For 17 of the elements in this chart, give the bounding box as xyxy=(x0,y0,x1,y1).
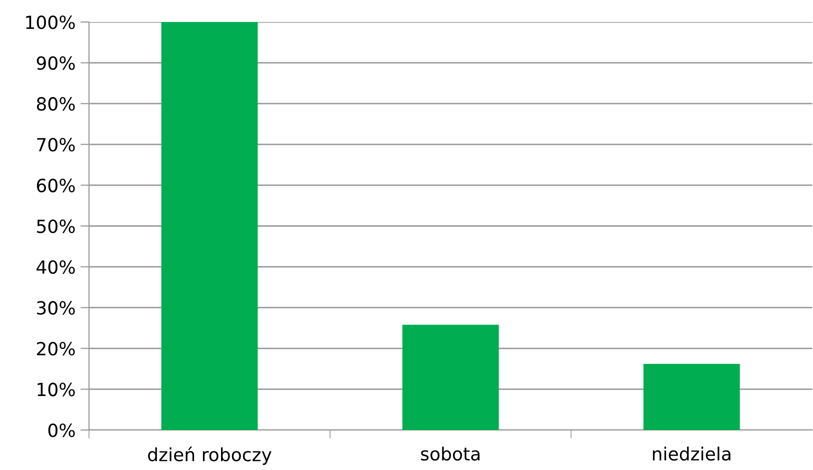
bar xyxy=(161,22,258,430)
y-tick-label: 10% xyxy=(38,382,75,396)
y-tick-label: 0% xyxy=(48,423,75,438)
y-tick-label: 80% xyxy=(36,97,75,111)
y-tick-label: 100% xyxy=(26,15,75,30)
y-tick-label: 60% xyxy=(36,178,75,192)
bar xyxy=(643,364,740,430)
y-tick-label: 90% xyxy=(36,56,75,70)
y-tick-label: 50% xyxy=(37,219,75,234)
x-tick-label: sobota xyxy=(421,446,480,461)
x-tick-label: dzień roboczy xyxy=(148,446,272,465)
bar xyxy=(402,324,499,430)
y-tick-label: 70% xyxy=(37,138,75,152)
x-tick-label: niedziela xyxy=(652,446,730,461)
y-tick-label: 20% xyxy=(36,342,75,356)
y-tick-label: 30% xyxy=(37,301,75,315)
y-tick-label: 40% xyxy=(36,260,75,274)
